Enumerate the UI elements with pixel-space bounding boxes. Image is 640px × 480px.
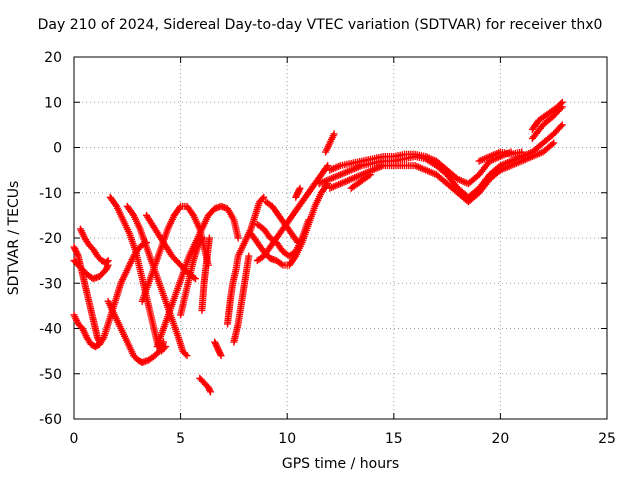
series-arc-29 — [528, 98, 566, 133]
y-tick-label: -50 — [39, 367, 62, 383]
series-arc-21 — [292, 184, 304, 201]
y-tick-label: -20 — [39, 231, 62, 247]
data-marker — [558, 121, 566, 129]
data-marker — [205, 234, 213, 242]
data-marker — [548, 140, 556, 148]
series-arc-26 — [347, 171, 374, 192]
axis-ticks: 0 5 10 15 20 25 -60 -50 -40 -30 -20 -10 0 10 20 — [39, 50, 616, 447]
data-marker — [103, 258, 111, 266]
data-marker — [293, 237, 301, 245]
data-marker — [366, 171, 374, 179]
data-marker — [557, 122, 565, 130]
series-arc-27 — [475, 148, 526, 165]
series-arc-19 — [253, 162, 332, 265]
y-tick-label: 0 — [53, 141, 62, 157]
data-marker — [294, 239, 302, 247]
data-marker — [190, 274, 198, 282]
series-arc-25 — [326, 148, 515, 188]
series-arc-12 — [198, 234, 213, 314]
data-marker — [176, 204, 184, 212]
data-marker — [296, 184, 304, 192]
x-tick-label: 15 — [385, 431, 403, 447]
data-marker — [295, 186, 303, 194]
data-marker — [234, 234, 242, 242]
series-arc-3 — [70, 257, 112, 283]
series-arc-4 — [76, 225, 112, 267]
data-marker — [182, 350, 190, 358]
x-tick-label: 10 — [278, 431, 296, 447]
series-arc-6 — [104, 297, 168, 366]
data-marker — [96, 338, 104, 346]
x-tick-label: 25 — [598, 431, 616, 447]
data-marker — [245, 252, 253, 260]
plot-frame — [73, 56, 608, 420]
x-tick-label: 5 — [176, 431, 185, 447]
x-tick-label: 20 — [491, 431, 509, 447]
y-tick-label: -10 — [39, 186, 62, 202]
series-arc-23 — [315, 121, 566, 201]
data-marker — [198, 234, 206, 242]
series-arc-22 — [322, 130, 338, 156]
data-marker — [74, 251, 82, 259]
x-axis-label: GPS time / hours — [281, 456, 400, 472]
data-marker — [258, 195, 266, 203]
series-arc-14 — [211, 338, 225, 360]
series-arc-16 — [230, 252, 253, 346]
y-tick-label: -30 — [39, 276, 62, 292]
data-marker — [518, 148, 526, 156]
data-marker — [206, 388, 214, 396]
data-marker — [550, 139, 558, 147]
chart-title: Day 210 of 2024, Sidereal Day-to-day VTE… — [37, 17, 603, 33]
data-marker — [557, 100, 565, 108]
data-points — [70, 98, 566, 396]
data-marker — [206, 386, 214, 394]
y-tick-label: 10 — [44, 95, 62, 111]
series-arc-13 — [196, 374, 214, 396]
data-marker — [104, 257, 112, 265]
data-marker — [217, 352, 225, 360]
data-marker — [260, 193, 268, 201]
y-tick-label: -40 — [39, 322, 62, 338]
data-marker — [330, 130, 338, 138]
series-arc-18 — [253, 216, 313, 260]
data-marker — [365, 172, 373, 180]
data-marker — [183, 352, 191, 360]
y-tick-label: -60 — [39, 412, 62, 428]
data-marker — [192, 275, 200, 283]
y-axis-label: SDTVAR / TECUs — [6, 180, 22, 296]
series-arc-11 — [177, 234, 206, 319]
data-marker — [216, 350, 224, 358]
data-marker — [558, 98, 566, 106]
x-tick-label: 0 — [70, 431, 79, 447]
y-tick-label: 20 — [44, 50, 62, 66]
grid — [74, 57, 607, 419]
data-marker — [95, 337, 103, 345]
data-marker — [277, 260, 285, 268]
series-arc-5 — [106, 193, 170, 355]
data-marker — [305, 216, 313, 224]
series-arc-20 — [262, 198, 302, 247]
series-arc-24 — [326, 139, 558, 206]
data-marker — [324, 162, 332, 170]
